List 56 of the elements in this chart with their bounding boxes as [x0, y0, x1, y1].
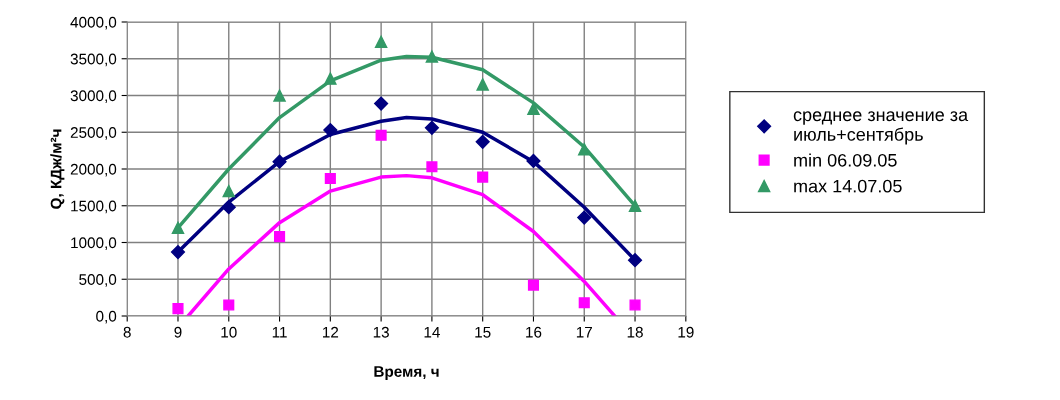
x-axis-title: Время, ч	[374, 366, 439, 380]
point	[375, 129, 387, 141]
point	[477, 171, 489, 183]
point	[172, 303, 184, 315]
point	[324, 172, 336, 185]
point	[273, 231, 286, 243]
point	[426, 161, 438, 173]
y-tick-label: 2000,0	[70, 163, 117, 177]
line-series	[186, 173, 617, 316]
point	[628, 199, 642, 213]
x-tick-label: 12	[323, 326, 339, 338]
y-tick-label: 500,0	[79, 274, 117, 287]
point	[171, 221, 185, 235]
y-tick-label: 3000,0	[70, 90, 117, 103]
x-tick-label: 13	[373, 326, 389, 338]
x-tick-label: 16	[526, 326, 542, 338]
point	[223, 299, 235, 311]
y-tick-label: 3500,0	[70, 53, 117, 67]
point	[222, 184, 236, 198]
x-tick-label: 18	[627, 326, 643, 338]
x-tick-label: 15	[475, 326, 491, 338]
point	[627, 253, 643, 268]
point	[323, 122, 338, 138]
x-tick-label: 11	[272, 326, 287, 338]
point	[324, 72, 337, 85]
point	[374, 35, 388, 49]
point	[272, 154, 287, 169]
y-tick-label: 2500,0	[70, 127, 117, 140]
point	[374, 96, 389, 111]
x-tick-label: 14	[424, 326, 440, 338]
y-tick-label: 1500,0	[71, 200, 117, 214]
legend-label: среднее значение за июль+сентябрь	[793, 111, 969, 145]
legend-label: min 06.09.05	[794, 153, 897, 167]
y-axis-title: Q, КДж/м²ч	[50, 129, 65, 209]
x-tick-label: 17	[576, 326, 592, 338]
x-tick-label: 9	[174, 326, 182, 338]
point	[629, 299, 641, 311]
point	[578, 297, 590, 309]
y-tick-label: 4000,0	[70, 16, 117, 30]
point	[577, 210, 592, 225]
point	[170, 244, 186, 260]
point	[424, 120, 439, 135]
y-tick-label: 1000,0	[71, 237, 117, 250]
point	[526, 153, 541, 168]
x-tick-label: 8	[123, 326, 131, 338]
x-tick-label: 19	[678, 326, 694, 338]
point	[578, 142, 591, 156]
point	[425, 50, 439, 63]
point	[273, 89, 286, 102]
point	[527, 279, 540, 291]
y-tick-label: 0,0	[96, 310, 117, 324]
x-tick-label: 10	[221, 326, 237, 338]
legend-label: max 14.07.05	[794, 179, 902, 193]
point	[475, 134, 490, 149]
point	[476, 78, 489, 91]
point	[221, 200, 236, 215]
